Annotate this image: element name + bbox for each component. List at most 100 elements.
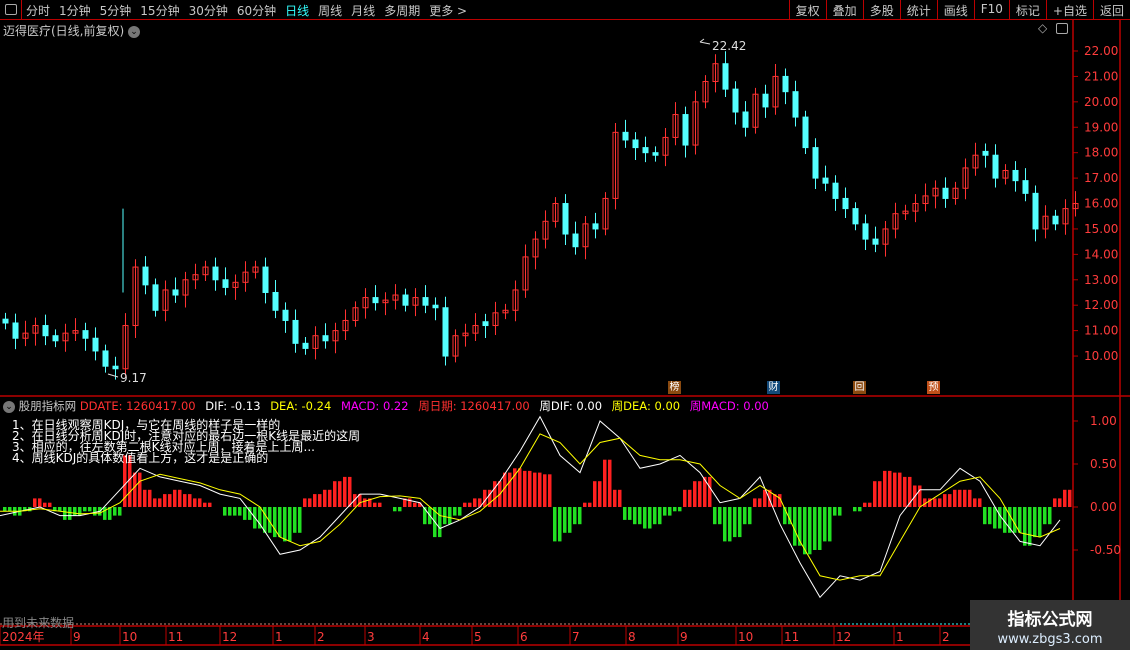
candle-body (402, 294, 409, 306)
macd-bar (963, 489, 967, 507)
candle-body (822, 177, 829, 184)
macd-bar (1003, 507, 1007, 533)
candle-body (172, 289, 179, 296)
price-tick-label: 13.00 (1084, 273, 1118, 287)
event-marker-3[interactable]: 预 (927, 381, 940, 394)
toolbar-button-6[interactable]: 标记 (1008, 0, 1046, 20)
indicator-field-3: MACD: 0.22 (340, 399, 413, 413)
toolbar-button-5[interactable]: F10 (973, 0, 1009, 20)
macd-bar (453, 507, 457, 516)
date-label: 10 (122, 630, 137, 644)
stock-title[interactable]: 迈得医疗(日线,前复权) ⌄ (3, 22, 141, 39)
candle-body (722, 63, 729, 90)
chevron-down-icon[interactable]: ⌄ (3, 400, 15, 413)
candle-body (642, 147, 649, 154)
tab-period-2[interactable]: 5分钟 (99, 4, 132, 18)
macd-bar (968, 489, 972, 507)
macd-bar (818, 507, 822, 550)
macd-bar (658, 507, 662, 525)
indicator-name[interactable]: 股朋指标网 (18, 399, 77, 413)
tab-period-7[interactable]: 周线 (318, 4, 343, 18)
macd-bar (188, 494, 192, 507)
macd-bar (43, 502, 47, 507)
candle-body (272, 291, 279, 311)
macd-bar (413, 502, 417, 507)
toolbar-button-7[interactable]: +自选 (1045, 0, 1093, 20)
candle-body (952, 187, 959, 199)
date-label: 1 (896, 630, 904, 644)
panel-toggle-icon[interactable] (1056, 23, 1068, 34)
tab-period-6[interactable]: 日线 (285, 4, 310, 18)
chevron-down-icon[interactable]: ⌄ (128, 25, 141, 38)
candle-body (812, 147, 819, 179)
macd-bar (988, 507, 992, 525)
macd-bar (978, 498, 982, 507)
macd-bar (473, 498, 477, 507)
diamond-icon[interactable]: ◇ (1038, 21, 1048, 35)
macd-bar (698, 481, 702, 507)
macd-bar (728, 507, 732, 542)
macd-bar (868, 502, 872, 507)
macd-bar (78, 507, 82, 516)
macd-bar (888, 470, 892, 507)
macd-bar (248, 507, 252, 520)
toolbar-button-4[interactable]: 画线 (936, 0, 974, 20)
macd-bar (163, 494, 167, 507)
macd-bar (803, 507, 807, 555)
event-marker-1[interactable]: 财 (767, 381, 780, 394)
macd-bar (328, 489, 332, 507)
macd-bar (73, 507, 77, 516)
candle-body (942, 187, 949, 199)
macd-bar (63, 507, 67, 520)
tab-period-0[interactable]: 分时 (26, 4, 51, 18)
candle-body (412, 297, 419, 306)
candle-body (392, 294, 399, 301)
macd-bar (463, 502, 467, 507)
indicator-field-4: 周日期: 1260417.00 (418, 399, 534, 413)
macd-bar (883, 470, 887, 507)
candle-body (912, 203, 919, 212)
toolbar-button-1[interactable]: 叠加 (825, 0, 863, 20)
tab-period-5[interactable]: 60分钟 (236, 4, 277, 18)
macd-bar (568, 507, 572, 533)
tab-period-4[interactable]: 30分钟 (188, 4, 228, 18)
macd-bar (838, 507, 842, 516)
event-marker-0[interactable]: 榜 (668, 381, 681, 394)
candle-body (882, 228, 889, 245)
toolbar-button-2[interactable]: 多股 (862, 0, 900, 20)
tab-period-3[interactable]: 15分钟 (140, 4, 180, 18)
macd-bar (343, 476, 347, 507)
candle-body (502, 309, 509, 314)
macd-bar (543, 474, 547, 507)
candle-body (542, 220, 549, 240)
macd-bar (563, 507, 567, 533)
event-marker-2[interactable]: 回 (853, 381, 866, 394)
macd-bar (268, 507, 272, 533)
macd-bar (753, 498, 757, 507)
date-label: 7 (572, 630, 580, 644)
macd-bar (923, 498, 927, 507)
tab-period-1[interactable]: 1分钟 (59, 4, 91, 18)
tab-period-9[interactable]: 多周期 (384, 4, 421, 18)
macd-bar (488, 489, 492, 507)
candle-body (582, 223, 589, 248)
tab-period-8[interactable]: 月线 (351, 4, 376, 18)
macd-bar (438, 507, 442, 538)
macd-bar (418, 502, 422, 507)
candle-body (162, 289, 169, 311)
candle-body (982, 150, 989, 156)
panel-toggle-icon[interactable] (0, 0, 22, 20)
tab-period-10[interactable]: 更多 > (429, 4, 468, 18)
candle-body (482, 321, 489, 327)
toolbar-button-3[interactable]: 统计 (899, 0, 937, 20)
macd-bar (1048, 507, 1052, 525)
candle-body (12, 322, 19, 339)
toolbar: 分时 1分钟 5分钟 15分钟 30分钟 60分钟 日线 周线 月线 多周期 更多 > 复权 叠加 多股… (0, 0, 1130, 20)
toolbar-button-8[interactable]: 返回 (1092, 0, 1130, 20)
macd-bar (643, 507, 647, 529)
toolbar-button-0[interactable]: 复权 (788, 0, 826, 20)
candle-body (362, 297, 369, 309)
candle-body (622, 131, 629, 141)
macd-bar (743, 507, 747, 525)
macd-bar (138, 472, 142, 507)
